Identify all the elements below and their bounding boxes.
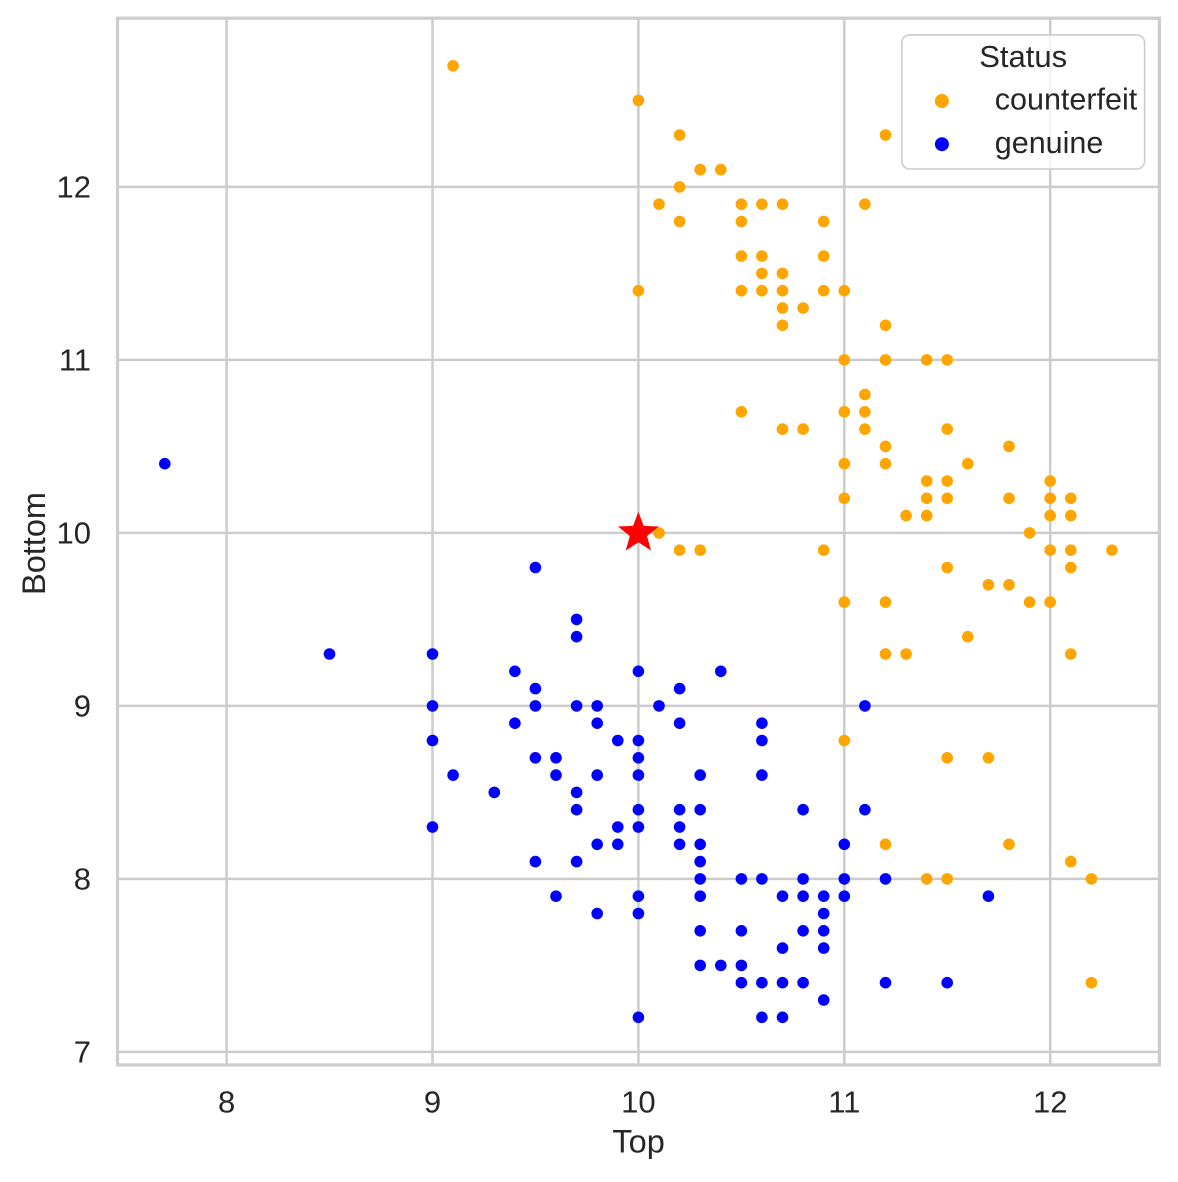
svg-text:genuine: genuine bbox=[995, 126, 1104, 160]
svg-text:8: 8 bbox=[218, 1085, 235, 1120]
svg-text:12: 12 bbox=[1033, 1085, 1067, 1120]
svg-text:9: 9 bbox=[424, 1085, 441, 1120]
svg-text:9: 9 bbox=[74, 689, 91, 724]
svg-text:7: 7 bbox=[74, 1035, 91, 1070]
svg-text:Bottom: Bottom bbox=[16, 492, 52, 595]
svg-text:11: 11 bbox=[828, 1085, 860, 1120]
svg-text:Top: Top bbox=[612, 1124, 664, 1160]
svg-text:12: 12 bbox=[57, 170, 91, 205]
svg-text:10: 10 bbox=[621, 1085, 655, 1120]
svg-text:counterfeit: counterfeit bbox=[995, 83, 1138, 117]
svg-text:8: 8 bbox=[74, 862, 91, 897]
svg-text:Status: Status bbox=[979, 39, 1067, 74]
svg-text:10: 10 bbox=[57, 516, 91, 551]
svg-text:11: 11 bbox=[59, 343, 91, 378]
